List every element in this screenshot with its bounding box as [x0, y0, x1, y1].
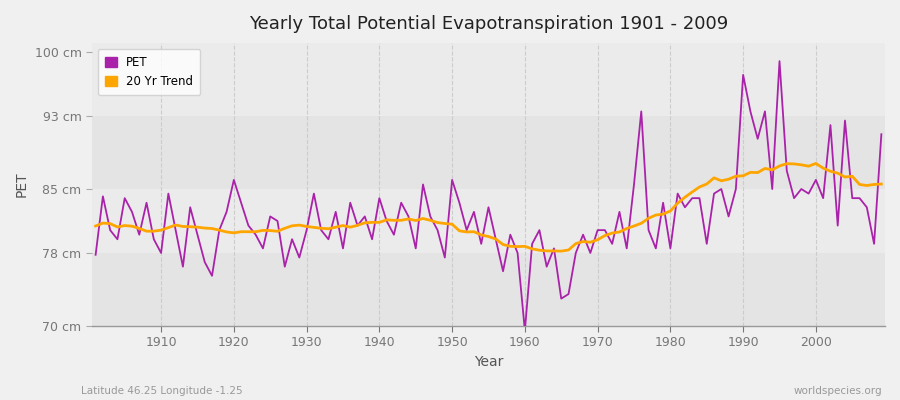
- 20 Yr Trend: [512, 244, 523, 249]
- Bar: [92, 253, 885, 326]
- Legend: PET, 20 Yr Trend: PET, 20 Yr Trend: [98, 49, 201, 95]
- Line: 20 Yr Trend: 20 Yr Trend: [95, 164, 881, 251]
- 20 Yr Trend: [614, 230, 625, 234]
- Bar: [92, 189, 885, 253]
- Bar: [92, 116, 885, 189]
- PET: [352, 223, 363, 228]
- PET: [309, 191, 320, 196]
- 20 Yr Trend: [309, 225, 320, 230]
- 20 Yr Trend: [556, 249, 567, 254]
- PET: [519, 328, 530, 333]
- Title: Yearly Total Potential Evapotranspiration 1901 - 2009: Yearly Total Potential Evapotranspiratio…: [249, 15, 728, 33]
- Text: worldspecies.org: worldspecies.org: [794, 386, 882, 396]
- PET: [614, 210, 625, 214]
- PET: [526, 242, 537, 246]
- PET: [774, 59, 785, 64]
- X-axis label: Year: Year: [473, 355, 503, 369]
- PET: [148, 237, 159, 242]
- Y-axis label: PET: PET: [15, 172, 29, 197]
- 20 Yr Trend: [148, 229, 159, 234]
- Text: Latitude 46.25 Longitude -1.25: Latitude 46.25 Longitude -1.25: [81, 386, 243, 396]
- Line: PET: PET: [95, 61, 881, 330]
- 20 Yr Trend: [90, 224, 101, 228]
- PET: [512, 250, 523, 255]
- 20 Yr Trend: [352, 223, 363, 228]
- 20 Yr Trend: [519, 244, 530, 249]
- Bar: [92, 43, 885, 116]
- 20 Yr Trend: [876, 182, 886, 186]
- PET: [876, 132, 886, 137]
- PET: [90, 252, 101, 257]
- 20 Yr Trend: [811, 161, 822, 166]
